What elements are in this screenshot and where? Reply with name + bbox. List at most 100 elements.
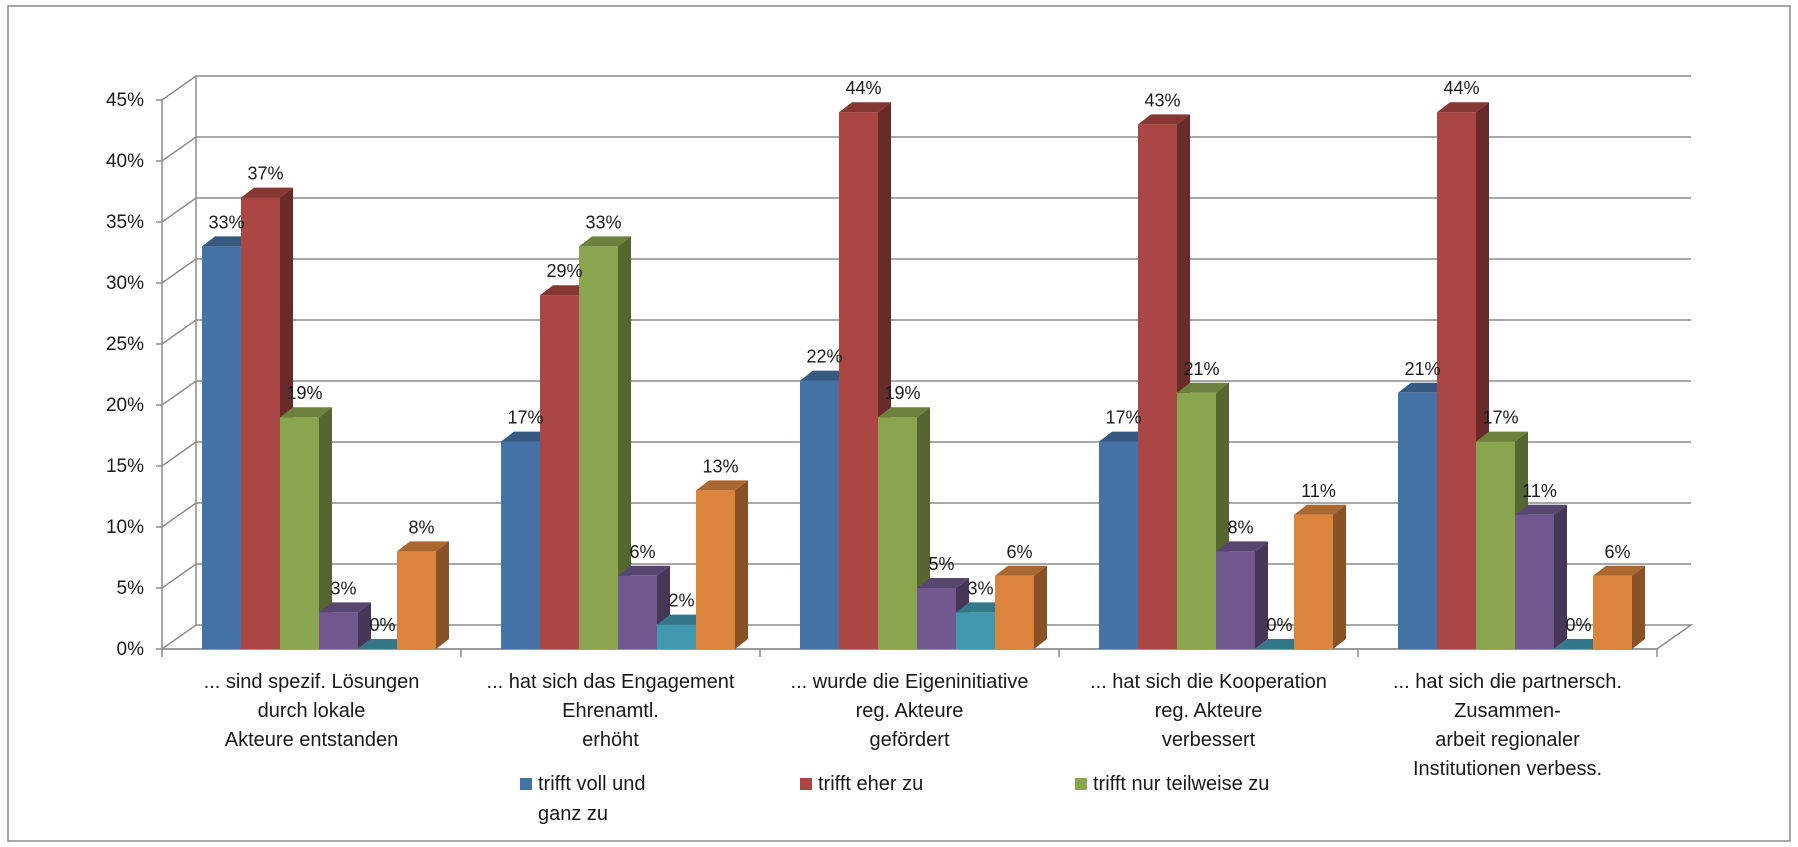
bar-side-face bbox=[1255, 541, 1268, 649]
y-tick-label: 5% bbox=[117, 578, 145, 599]
data-label: 11% bbox=[1301, 481, 1336, 501]
bar-front-face bbox=[540, 295, 579, 649]
bar-top-face bbox=[1216, 541, 1268, 552]
category-label-line: ... hat sich die partnersch. bbox=[1393, 671, 1622, 693]
bar bbox=[280, 407, 332, 649]
data-label: 3% bbox=[330, 578, 356, 598]
data-label: 0% bbox=[369, 615, 395, 635]
bar bbox=[839, 102, 891, 649]
y-tick-label: 20% bbox=[106, 395, 144, 416]
data-label: 8% bbox=[408, 517, 434, 537]
y-tick-label: 35% bbox=[106, 212, 144, 233]
bar-top-face bbox=[397, 541, 449, 552]
bar-front-face bbox=[995, 575, 1034, 649]
data-label: 43% bbox=[1144, 90, 1180, 110]
legend-label-line: trifft voll und bbox=[538, 773, 645, 795]
category-label: ... hat sich das Engagement Ehrenamtl. erh… bbox=[487, 671, 735, 751]
bars bbox=[202, 102, 1645, 649]
category-label-line: erhöht bbox=[582, 729, 639, 751]
bar-front-face bbox=[501, 441, 540, 649]
legend-label: trifft nur teilweise zu bbox=[1093, 773, 1269, 795]
bar-side-face bbox=[1333, 504, 1346, 649]
data-label: 19% bbox=[884, 383, 920, 403]
bar-top-face bbox=[618, 565, 670, 576]
data-label: 6% bbox=[1006, 542, 1032, 562]
bar-top-face bbox=[1515, 504, 1567, 515]
y-tick-label: 45% bbox=[106, 90, 144, 111]
category-label-line: ... hat sich die Kooperation bbox=[1090, 671, 1327, 693]
category-label-line: Ehrenamtl. bbox=[562, 700, 659, 722]
bar bbox=[1294, 504, 1346, 649]
bar-top-face bbox=[878, 407, 930, 418]
legend-swatch bbox=[800, 778, 812, 790]
bar-top-face bbox=[1294, 504, 1346, 515]
bar-top-face bbox=[1138, 114, 1190, 125]
bar-front-face bbox=[839, 112, 878, 649]
y-tick-label: 0% bbox=[117, 639, 145, 660]
bar-top-face bbox=[1593, 565, 1645, 576]
bar-top-face bbox=[579, 236, 631, 247]
category-label-line: ... sind spezif. Lösungen bbox=[204, 671, 420, 693]
data-label: 3% bbox=[967, 578, 993, 598]
bar-front-face bbox=[579, 246, 618, 649]
category-label-line: reg. Akteure bbox=[1155, 700, 1263, 722]
bar-front-face bbox=[1099, 441, 1138, 649]
legend-swatch bbox=[1075, 778, 1087, 790]
bar-front-face bbox=[1593, 575, 1632, 649]
data-label: 33% bbox=[208, 212, 244, 232]
data-label: 44% bbox=[845, 78, 881, 98]
bar-front-face bbox=[1515, 514, 1554, 649]
data-label: 13% bbox=[702, 456, 738, 476]
category-label-line: ... wurde die Eigeninitiative bbox=[791, 671, 1029, 693]
data-label: 21% bbox=[1183, 359, 1219, 379]
bar-front-face bbox=[280, 417, 319, 649]
data-label: 37% bbox=[247, 164, 283, 184]
y-tick-label: 15% bbox=[106, 456, 144, 477]
bar-front-face bbox=[696, 490, 735, 649]
category-label-line: arbeit regionaler bbox=[1435, 729, 1580, 751]
bar bbox=[397, 541, 449, 649]
data-label: 17% bbox=[1482, 408, 1518, 428]
data-label: 11% bbox=[1522, 481, 1557, 501]
bar-front-face bbox=[202, 246, 241, 649]
bar-side-face bbox=[319, 407, 332, 649]
bar-front-face bbox=[917, 588, 956, 649]
bar-side-face bbox=[358, 602, 371, 649]
bar-side-face bbox=[618, 236, 631, 649]
bar-front-face bbox=[878, 417, 917, 649]
legend-label-line: trifft eher zu bbox=[818, 773, 923, 795]
category-label: ... wurde die Eigeninitiative reg. Akteur… bbox=[791, 671, 1029, 751]
bar bbox=[696, 480, 748, 649]
bar-front-face bbox=[1216, 551, 1255, 649]
category-label-line: verbessert bbox=[1162, 729, 1256, 751]
bar-top-face bbox=[696, 480, 748, 491]
data-label: 5% bbox=[928, 554, 954, 574]
bar-top-face bbox=[839, 102, 891, 113]
y-tick-label: 10% bbox=[106, 517, 144, 538]
bar-side-face bbox=[1554, 504, 1567, 649]
data-label: 2% bbox=[668, 591, 694, 611]
data-label: 8% bbox=[1227, 517, 1253, 537]
bar-top-face bbox=[917, 578, 969, 588]
bar-front-face bbox=[618, 575, 657, 649]
bar bbox=[1593, 565, 1645, 649]
legend-label: trifft eher zu bbox=[818, 773, 923, 795]
data-label: 29% bbox=[546, 261, 582, 281]
bar-side-face bbox=[1632, 565, 1645, 649]
bar-front-face bbox=[657, 624, 696, 649]
category-label-line: ... hat sich das Engagement bbox=[487, 671, 735, 693]
data-labels: 33% 37% 19% 3% 0% 8% 17% 29% 33% 6% 2% 13% 22% 44% 19%… bbox=[208, 78, 1630, 635]
bar-front-face bbox=[1476, 441, 1515, 649]
data-label: 17% bbox=[1105, 408, 1141, 428]
category-label: ... sind spezif. Lösungen durch lokale Akt… bbox=[204, 671, 420, 751]
bar-side-face bbox=[735, 480, 748, 649]
bar-front-face bbox=[1294, 514, 1333, 649]
data-label: 17% bbox=[507, 408, 543, 428]
bar-top-face bbox=[241, 187, 293, 198]
bar-front-face bbox=[241, 197, 280, 649]
data-label: 6% bbox=[1604, 542, 1630, 562]
category-labels: ... sind spezif. Lösungen durch lokale Akt… bbox=[204, 671, 1622, 780]
data-label: 0% bbox=[1266, 615, 1292, 635]
bar-front-face bbox=[1398, 392, 1437, 649]
